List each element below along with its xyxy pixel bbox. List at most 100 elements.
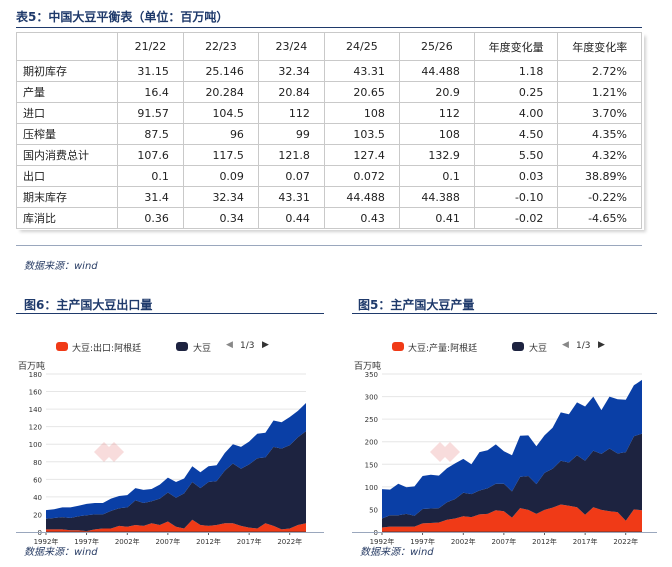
table-cell: 132.9 [398,144,475,166]
table-cell: 0.09 [182,165,259,187]
table-row: 产量 16.4 20.284 20.84 20.65 20.9 0.25 1.21% [16,81,642,103]
column-header: 25/26 [398,32,475,61]
chart-production-source: 数据来源：wind [360,547,434,558]
table-bottom-rule [16,245,642,246]
chart-export-title: 图6：主产国大豆出口量 [24,298,153,312]
row-label: 进口 [16,102,118,124]
table-cell: -4.65% [557,207,642,229]
table-cell: 1.18 [473,60,559,82]
row-label: 国内消费总计 [16,144,118,166]
table-cell: 20.9 [398,81,475,103]
legend-next-icon[interactable]: ▶ [262,340,269,350]
table-cell: 20.84 [257,81,325,103]
chart-production-rule [352,313,657,314]
chart-production-bottom-rule [352,532,657,533]
x-tick-label: 2012年 [196,537,221,546]
table-row: 压榨量 87.5 96 99 103.5 108 4.50 4.35% [16,123,642,145]
table-cell: 117.5 [182,144,259,166]
table-cell: 0.25 [473,81,559,103]
table-cell: 0.44 [257,207,325,229]
table-title-rule [16,27,642,28]
y-tick-label: 0 [374,529,378,537]
table-row: 国内消费总计 107.6 117.5 121.8 127.4 132.9 5.50 4.32% [16,144,642,166]
table-cell: 4.32% [557,144,642,166]
column-header: 年度变化量 [473,32,559,61]
table-title: 表5：中国大豆平衡表（单位：百万吨） [16,10,229,24]
series-area-2 [46,403,306,519]
watermark-logo [94,442,124,462]
table-cell: 87.5 [117,123,184,145]
chart-legend: 大豆:出口:阿根廷 大豆 ◀ 1/3 ▶ [16,338,316,354]
column-header: 21/22 [117,32,184,61]
table-source: 数据来源：wind [24,261,98,272]
table-cell: 103.5 [323,123,400,145]
x-tick-label: 1997年 [410,537,435,546]
table-cell: 108 [398,123,475,145]
column-header: 24/25 [323,32,400,61]
legend-pager: 1/3 [240,341,255,351]
table-cell: 0.36 [117,207,184,229]
table-cell: 99 [257,123,325,145]
y-tick-label: 150 [365,461,378,469]
table-cell: 0.072 [323,165,400,187]
table-cell: 108 [323,102,400,124]
table-cell: -0.22% [557,186,642,208]
y-tick-label: 250 [365,416,378,424]
column-header: 年度变化率 [557,32,642,61]
chart-production-title: 图5：主产国大豆产量 [358,298,475,312]
chart-export-plot: 0 20 40 60 80 100 120 140 160 180 1992年 1997年 2002年 2… [29,371,306,546]
table-cell: 3.70% [557,102,642,124]
legend-swatch-navy [512,342,524,351]
series-area-1 [46,431,306,532]
y-tick-label: 50 [369,506,378,514]
table-cell: 43.31 [323,60,400,82]
table-cell: 44.388 [398,186,475,208]
table-cell: 112 [257,102,325,124]
row-label: 库消比 [16,207,118,229]
legend-swatch-red [392,342,404,351]
x-tick-label: 2017年 [237,537,262,546]
y-tick-label: 350 [365,371,378,379]
y-tick-label: 40 [33,494,42,502]
legend-pager: 1/3 [576,341,591,351]
table-cell: 38.89% [557,165,642,187]
chart-export: 大豆:出口:阿根廷 大豆 ◀ 1/3 ▶ 百万吨 0 20 40 60 80 100 120… [16,330,316,546]
balance-table: 21/22 22/23 23/24 24/25 25/26 年度变化量 年度变化… [16,32,642,229]
legend-label-argentina: 大豆:出口:阿根廷 [72,344,142,354]
chart-production: 大豆:产量:阿根廷 大豆 ◀ 1/3 ▶ 百万吨 0 50 100 150 200 250… [352,330,652,546]
chart-export-rule [16,313,324,314]
table-cell: 96 [182,123,259,145]
table-cell: 32.34 [257,60,325,82]
chart-export-bottom-rule [16,532,324,533]
row-label: 期初库存 [16,60,118,82]
x-tick-label: 2002年 [115,537,140,546]
x-tick-label: 1997年 [74,537,99,546]
table-row: 库消比 0.36 0.34 0.44 0.43 0.41 -0.02 -4.65% [16,207,642,229]
legend-swatch-red [56,342,68,351]
legend-swatch-navy [176,342,188,351]
table-cell: 1.21% [557,81,642,103]
legend-prev-icon[interactable]: ◀ [562,340,569,350]
x-tick-label: 2012年 [532,537,557,546]
y-tick-label: 180 [29,371,42,379]
table-row: 期初库存 31.15 25.146 32.34 43.31 44.488 1.18 2.72% [16,60,642,82]
legend-prev-icon[interactable]: ◀ [226,340,233,350]
table-cell: -0.02 [473,207,559,229]
x-tick-label: 2022年 [613,537,638,546]
y-tick-label: 140 [29,406,42,414]
y-tick-label: 200 [365,439,378,447]
table-header-row: 21/22 22/23 23/24 24/25 25/26 年度变化量 年度变化… [16,32,642,61]
legend-next-icon[interactable]: ▶ [598,340,605,350]
table-cell: 121.8 [257,144,325,166]
table-cell: 107.6 [117,144,184,166]
chart-production-plot: 0 50 100 150 200 250 300 350 1992年 1997年 2002年 2007… [365,371,642,546]
legend-label-soy: 大豆 [193,344,212,354]
x-tick-label: 2017年 [573,537,598,546]
row-label: 期末库存 [16,186,118,208]
legend-label-argentina: 大豆:产量:阿根廷 [408,344,478,354]
table-cell: 25.146 [182,60,259,82]
table-cell: 0.43 [323,207,400,229]
x-tick-label: 2007年 [155,537,180,546]
table-cell: 32.34 [182,186,259,208]
table-row: 进口 91.57 104.5 112 108 112 4.00 3.70% [16,102,642,124]
